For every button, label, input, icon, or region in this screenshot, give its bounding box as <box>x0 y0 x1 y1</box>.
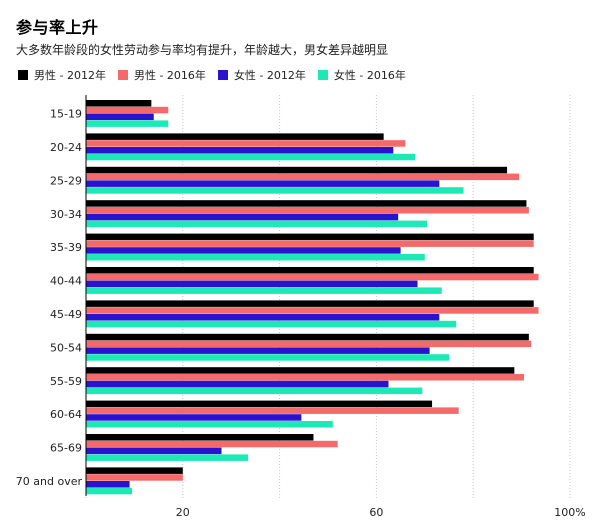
y-tick-label: 65-69 <box>50 442 82 455</box>
bar-male-2012-8 <box>86 367 515 374</box>
bar-female-2012-2 <box>86 180 440 187</box>
y-tick-label: 70 and over <box>16 475 83 488</box>
y-tick-label: 55-59 <box>50 375 82 388</box>
bar-female-2016-6 <box>86 320 457 328</box>
y-tick-label: 50-54 <box>50 341 82 354</box>
y-tick-label: 30-34 <box>50 208 82 221</box>
legend-swatch-female-2012 <box>217 70 228 80</box>
bar-male-2016-6 <box>86 307 539 314</box>
x-tick-label: 20 <box>176 506 190 519</box>
bar-male-2016-5 <box>86 273 539 281</box>
bar-female-2012-11 <box>86 481 130 488</box>
bar-female-2016-4 <box>86 254 425 261</box>
bar-male-2012-1 <box>86 133 384 140</box>
bar-male-2016-7 <box>86 340 532 348</box>
bar-male-2012-11 <box>86 467 183 474</box>
bar-male-2012-5 <box>86 267 534 274</box>
legend-item-female-2016: 女性 - 2016年 <box>317 67 406 83</box>
bar-female-2016-0 <box>86 120 169 127</box>
bar-male-2016-4 <box>86 240 534 247</box>
bar-male-2012-2 <box>86 166 508 174</box>
bar-male-2012-6 <box>86 300 534 307</box>
bar-female-2012-5 <box>86 280 418 288</box>
bar-female-2012-3 <box>86 213 399 221</box>
bar-female-2016-3 <box>86 220 428 228</box>
bar-male-2016-1 <box>86 140 406 147</box>
y-tick-label: 35-39 <box>50 241 82 254</box>
y-tick-label: 15-19 <box>50 108 82 121</box>
bar-male-2012-4 <box>86 233 534 241</box>
bar-male-2012-10 <box>86 434 314 441</box>
bar-female-2016-8 <box>86 387 423 395</box>
y-tick-label: 40-44 <box>50 275 82 288</box>
x-tick-label: 60 <box>369 506 383 519</box>
bar-female-2012-4 <box>86 247 401 254</box>
legend-item-female-2012: 女性 - 2012年 <box>217 67 306 83</box>
x-tick-label: 100% <box>554 506 585 519</box>
y-tick-label: 45-49 <box>50 308 82 321</box>
bar-female-2016-11 <box>86 487 132 495</box>
legend-item-male-2012: 男性 - 2012年 <box>18 67 106 83</box>
y-tick-label: 20-24 <box>50 141 82 154</box>
bar-male-2012-3 <box>86 200 527 207</box>
chart-title: 参与率上升 <box>16 18 99 37</box>
bar-male-2016-3 <box>86 207 529 214</box>
bar-male-2016-8 <box>86 374 525 381</box>
legend-swatch-male-2016 <box>117 70 128 80</box>
bar-female-2012-0 <box>86 113 154 121</box>
bar-female-2016-7 <box>86 354 449 361</box>
bar-female-2012-8 <box>86 380 389 388</box>
bar-male-2012-0 <box>86 100 152 107</box>
bar-female-2012-7 <box>86 347 430 354</box>
legend-label-female-2012: 女性 - 2012年 <box>233 69 306 82</box>
bar-male-2012-9 <box>86 400 433 408</box>
bar-female-2012-1 <box>86 147 394 154</box>
bar-male-2012-7 <box>86 333 529 341</box>
bar-male-2016-0 <box>86 106 169 114</box>
legend-label-male-2016: 男性 - 2016年 <box>133 69 206 82</box>
legend-swatch-male-2012 <box>18 70 28 80</box>
bar-female-2016-9 <box>86 421 333 428</box>
bar-female-2016-5 <box>86 287 442 294</box>
legend-swatch-female-2016 <box>317 70 328 80</box>
bar-female-2016-1 <box>86 153 416 161</box>
bar-male-2016-10 <box>86 440 338 448</box>
bar-male-2016-11 <box>86 474 183 481</box>
y-tick-label: 25-29 <box>50 174 82 187</box>
chart-subtitle: 大多数年龄段的女性劳动参与率均有提升，年龄越大，男女差异越明显 <box>16 43 389 57</box>
bar-female-2016-10 <box>86 454 249 461</box>
bar-female-2012-10 <box>86 447 222 455</box>
bar-male-2016-9 <box>86 407 459 414</box>
y-tick-label: 60-64 <box>50 408 82 421</box>
bar-female-2012-6 <box>86 314 440 321</box>
bar-female-2012-9 <box>86 414 302 421</box>
bar-male-2016-2 <box>86 173 520 181</box>
legend-label-male-2012: 男性 - 2012年 <box>34 69 106 82</box>
legend-label-female-2016: 女性 - 2016年 <box>333 69 406 82</box>
legend: 男性 - 2012年 男性 - 2016年 女性 - 2012年 女性 - 20… <box>18 67 418 83</box>
legend-item-male-2016: 男性 - 2016年 <box>117 67 206 83</box>
bar-female-2016-2 <box>86 187 464 194</box>
